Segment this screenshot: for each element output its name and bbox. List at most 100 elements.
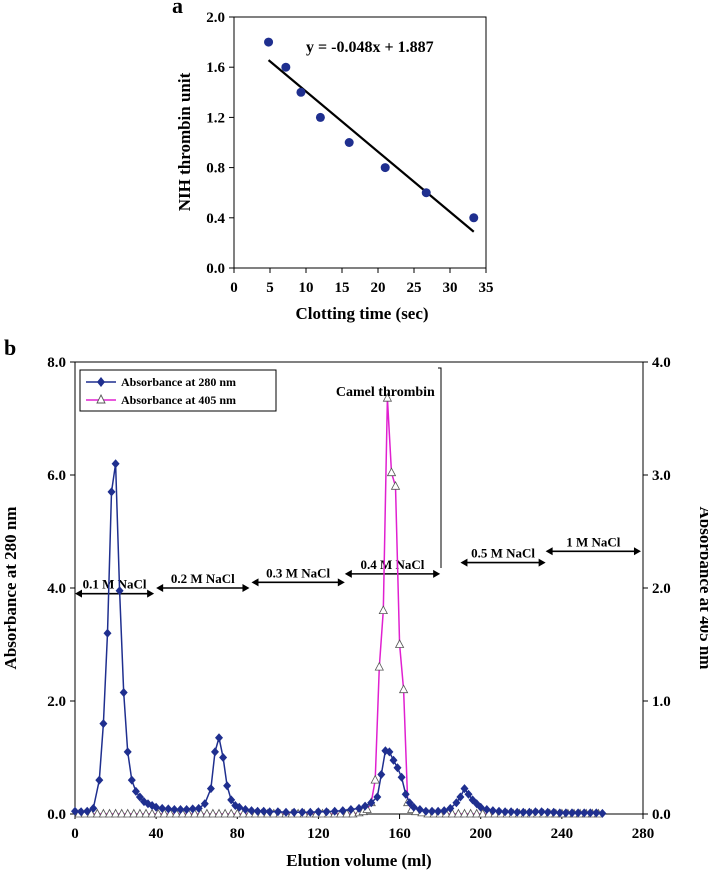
- panel-b-x-ticks: 0 40 80 120 160 200 240 280: [71, 814, 654, 842]
- panel-b-y-axis-label: Absorbance at 280 nm: [1, 507, 20, 670]
- series-280-marker: [367, 798, 376, 808]
- series-405-marker: [382, 392, 393, 402]
- panel-a-x-tick-label: 5: [266, 280, 274, 296]
- panel-a-y-tick-label: 1.6: [206, 60, 225, 76]
- legend-label-280: Absorbance at 280 nm: [121, 375, 236, 389]
- panel-a-points: [264, 37, 479, 223]
- series-280-marker: [393, 763, 402, 773]
- panel-b-x-axis-label: Elution volume (ml): [286, 851, 431, 870]
- data-point: [315, 112, 325, 122]
- series-280-marker: [507, 807, 516, 817]
- panel-a-label: a: [172, 0, 183, 18]
- salt-step-arrow-head: [242, 584, 250, 592]
- legend-label-405: Absorbance at 405 nm: [121, 393, 236, 407]
- panel-a-y-ticks: 0.0 0.4 0.8 1.2 1.6 2.0: [206, 10, 234, 277]
- series-405-marker: [117, 808, 127, 818]
- series-280-marker: [89, 803, 98, 813]
- series-280-marker: [482, 805, 491, 814]
- series-280-marker: [338, 806, 347, 816]
- panel-a-y-tick-label: 1.2: [206, 110, 225, 126]
- series-280-marker: [525, 807, 534, 817]
- series-405-marker: [92, 808, 102, 818]
- series-280-marker: [215, 733, 223, 743]
- panel-a-plot-area: [233, 16, 487, 269]
- panel-a-x-tick-label: 35: [479, 280, 494, 296]
- series-280-marker: [123, 747, 132, 757]
- salt-step-label: 0.2 M NaCl: [171, 571, 235, 586]
- salt-step-arrow-head: [156, 584, 164, 592]
- series-280-marker: [135, 792, 144, 802]
- series-280-marker: [537, 807, 546, 817]
- series-280-marker: [415, 805, 424, 814]
- series-280-marker: [389, 755, 398, 765]
- salt-step-label: 1 M NaCl: [566, 534, 621, 549]
- series-280-marker: [282, 807, 290, 817]
- series-405-marker: [374, 661, 384, 671]
- salt-step-arrow-head: [75, 589, 82, 598]
- series-280-marker: [561, 808, 570, 818]
- series-405-marker: [147, 808, 157, 818]
- series-280-marker: [127, 775, 136, 785]
- series-280-marker: [531, 807, 540, 817]
- series-405-marker: [159, 808, 169, 818]
- series-405-marker: [447, 808, 457, 818]
- series-280-marker: [223, 781, 232, 791]
- series-280-marker: [373, 792, 382, 802]
- series-280-marker: [164, 804, 173, 814]
- series-280-marker: [377, 770, 386, 779]
- series-280-marker: [219, 753, 228, 762]
- series-280-marker: [314, 807, 323, 817]
- series-405-marker: [398, 684, 409, 694]
- panel-b-x-tick-label: 160: [388, 826, 411, 842]
- series-280-marker: [152, 802, 161, 812]
- salt-step-label: 0.4 M NaCl: [361, 557, 425, 572]
- series-280-marker: [247, 806, 256, 816]
- panel-b-label: b: [4, 335, 16, 360]
- panel-b-series-280: [71, 459, 607, 818]
- series-405-marker: [394, 639, 405, 648]
- series-280-marker: [549, 807, 558, 817]
- panel-a-x-axis-label: Clotting time (sec): [295, 304, 428, 323]
- series-280-line: [74, 463, 603, 815]
- series-280-marker: [330, 806, 339, 816]
- panel-a-y-tick-label: 0.8: [206, 161, 225, 177]
- salt-step-arrow-head: [344, 569, 352, 578]
- series-280-marker: [421, 806, 430, 816]
- series-280-marker: [580, 808, 589, 818]
- legend-box: [79, 369, 277, 412]
- salt-step-arrow-head: [433, 569, 441, 578]
- camel-thrombin-bracket: [438, 367, 442, 568]
- series-280-marker: [103, 628, 112, 638]
- series-280-marker: [440, 806, 449, 816]
- series-280-marker: [265, 807, 274, 817]
- legend-marker-280: [97, 377, 105, 387]
- series-280-marker: [519, 807, 528, 817]
- panel-a-y-tick-label: 0.0: [206, 261, 225, 277]
- data-point: [344, 138, 354, 147]
- series-280-marker: [188, 804, 197, 814]
- series-405-marker: [220, 808, 230, 818]
- panel-b-salt-steps: 0.1 M NaCl 0.2 M NaCl 0.3 M NaCl 0.4 M NaCl…: [75, 534, 641, 598]
- panel-b-x-tick-label: 0: [71, 826, 79, 842]
- series-405-marker: [478, 808, 488, 818]
- panel-a-y-tick-label: 0.4: [206, 211, 225, 227]
- series-280-marker: [227, 795, 236, 805]
- data-point: [264, 37, 274, 47]
- panel-b-y-tick-label: 6.0: [47, 468, 66, 484]
- series-405-marker: [202, 808, 212, 818]
- panel-b-x-tick-label: 80: [230, 826, 245, 842]
- legend-marker-405: [96, 393, 106, 404]
- series-405-marker: [226, 808, 236, 818]
- data-point: [296, 87, 306, 97]
- panel-b-y2-tick-label: 1.0: [652, 694, 671, 710]
- panel-b-x-tick-label: 120: [307, 826, 330, 842]
- series-280-marker: [99, 719, 108, 729]
- series-405-marker: [453, 808, 464, 818]
- panel-a-x-tick-label: 0: [230, 280, 238, 296]
- data-point: [421, 188, 431, 198]
- series-280-marker: [194, 803, 203, 813]
- panel-a-x-tick-label: 10: [299, 280, 314, 296]
- series-280-marker: [456, 792, 465, 802]
- panel-b-y-tick-label: 2.0: [47, 694, 66, 710]
